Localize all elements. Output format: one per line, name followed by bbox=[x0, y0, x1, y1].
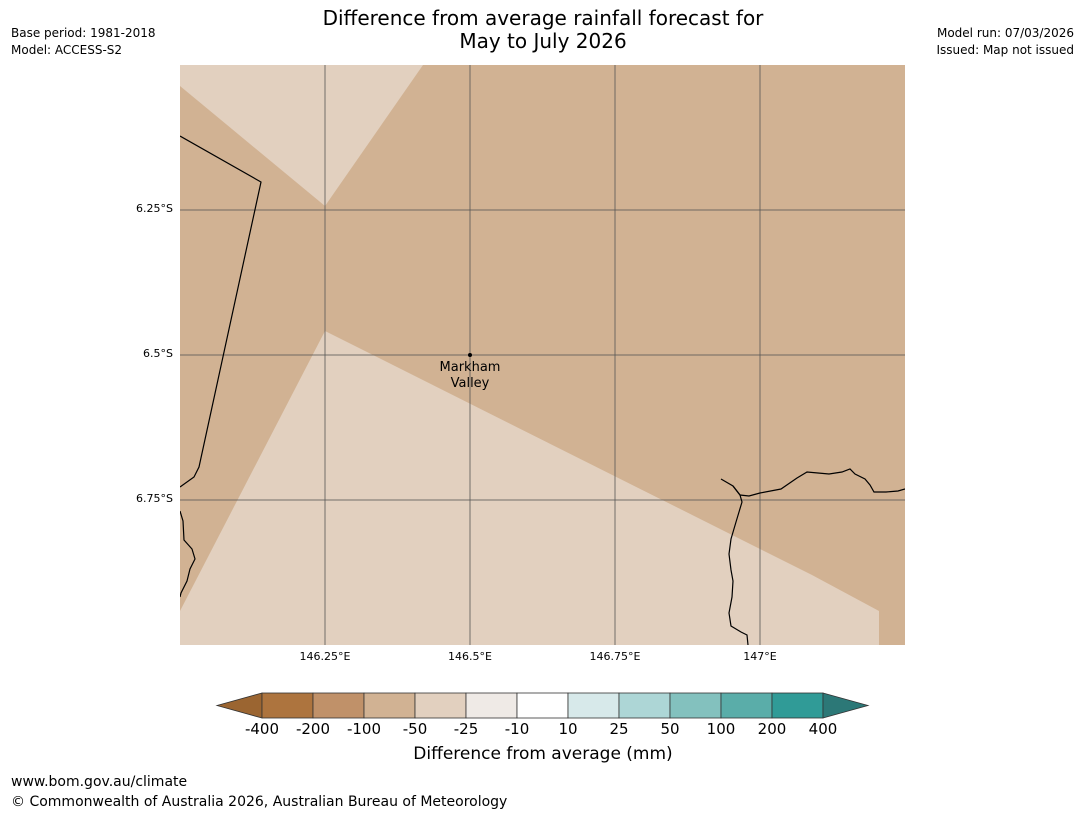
lon-label-146-75: 146.75°E bbox=[589, 650, 641, 663]
colorbar-tick-label: -50 bbox=[402, 720, 428, 738]
place-name-line-2: Valley bbox=[450, 376, 490, 391]
colorbar-segment-11 bbox=[771, 692, 824, 719]
colorbar-segment-7 bbox=[567, 692, 620, 719]
colorbar-segment-5 bbox=[465, 692, 518, 719]
issued-text: Issued: Map not issued bbox=[936, 43, 1074, 57]
colorbar-segment-2 bbox=[312, 692, 365, 719]
title-line-2: May to July 2026 bbox=[459, 29, 627, 53]
markham-valley-dot[interactable] bbox=[468, 353, 472, 357]
lat-label-6-25: 6.25°S bbox=[136, 202, 173, 215]
colorbar-segment-10 bbox=[720, 692, 773, 719]
footer-url[interactable]: www.bom.gov.au/climate bbox=[11, 774, 188, 790]
colorbar-segment-3 bbox=[363, 692, 416, 719]
title-line-1: Difference from average rainfall forecas… bbox=[322, 6, 764, 30]
lon-label-146-5: 146.5°E bbox=[448, 650, 492, 663]
colorbar-title: Difference from average (mm) bbox=[413, 744, 673, 764]
colorbar-tick-label: -10 bbox=[504, 720, 530, 738]
colorbar bbox=[215, 692, 870, 719]
colorbar-extend-low bbox=[215, 692, 263, 719]
colorbar-tick-label: 25 bbox=[609, 720, 629, 738]
lon-label-147: 147°E bbox=[743, 650, 777, 663]
colorbar-tick-label: -200 bbox=[295, 720, 331, 738]
place-name-line-1: Markham bbox=[439, 360, 501, 375]
colorbar-segment-4 bbox=[414, 692, 467, 719]
lat-label-6-5: 6.5°S bbox=[143, 347, 173, 360]
base-period-text: Base period: 1981-2018 bbox=[11, 26, 156, 40]
colorbar-tick-label: -100 bbox=[346, 720, 382, 738]
colorbar-segment-1 bbox=[261, 692, 314, 719]
meta-left: Base period: 1981-2018 Model: ACCESS-S2 bbox=[11, 25, 156, 59]
colorbar-tick-label: 100 bbox=[706, 720, 736, 738]
colorbar-segment-9 bbox=[669, 692, 722, 719]
colorbar-segments bbox=[215, 692, 870, 719]
borders-coastlines bbox=[180, 135, 905, 645]
colorbar-tick-label: -400 bbox=[244, 720, 280, 738]
colorbar-tick-label: 400 bbox=[808, 720, 838, 738]
east-coastline-top bbox=[720, 468, 905, 497]
colorbar-tick-label: 200 bbox=[757, 720, 787, 738]
place-marker[interactable] bbox=[468, 353, 472, 357]
border-line bbox=[180, 135, 262, 488]
colorbar-segment-6 bbox=[516, 692, 569, 719]
region-light-top bbox=[180, 65, 423, 206]
markham-valley-label: Markham Valley bbox=[420, 360, 520, 392]
colorbar-segment-8 bbox=[618, 692, 671, 719]
lat-label-6-75: 6.75°S bbox=[136, 492, 173, 505]
colorbar-tick-label: 10 bbox=[558, 720, 578, 738]
west-coastline bbox=[180, 510, 196, 598]
gridlines bbox=[180, 65, 905, 645]
colorbar-tick-label: -25 bbox=[453, 720, 479, 738]
model-run-text: Model run: 07/03/2026 bbox=[936, 26, 1074, 40]
footer-copyright: © Commonwealth of Australia 2026, Austra… bbox=[11, 794, 508, 810]
map-title: Difference from average rainfall forecas… bbox=[243, 7, 843, 53]
colorbar-tick-label: 50 bbox=[660, 720, 680, 738]
rainfall-map[interactable] bbox=[180, 65, 905, 645]
meta-right: Model run: 07/03/2026 Issued: Map not is… bbox=[936, 25, 1074, 59]
region-light-bottom bbox=[180, 331, 879, 645]
lon-label-146-25: 146.25°E bbox=[299, 650, 351, 663]
east-coastline-river bbox=[728, 485, 749, 645]
model-text: Model: ACCESS-S2 bbox=[11, 43, 123, 57]
colorbar-extend-high bbox=[822, 692, 870, 719]
